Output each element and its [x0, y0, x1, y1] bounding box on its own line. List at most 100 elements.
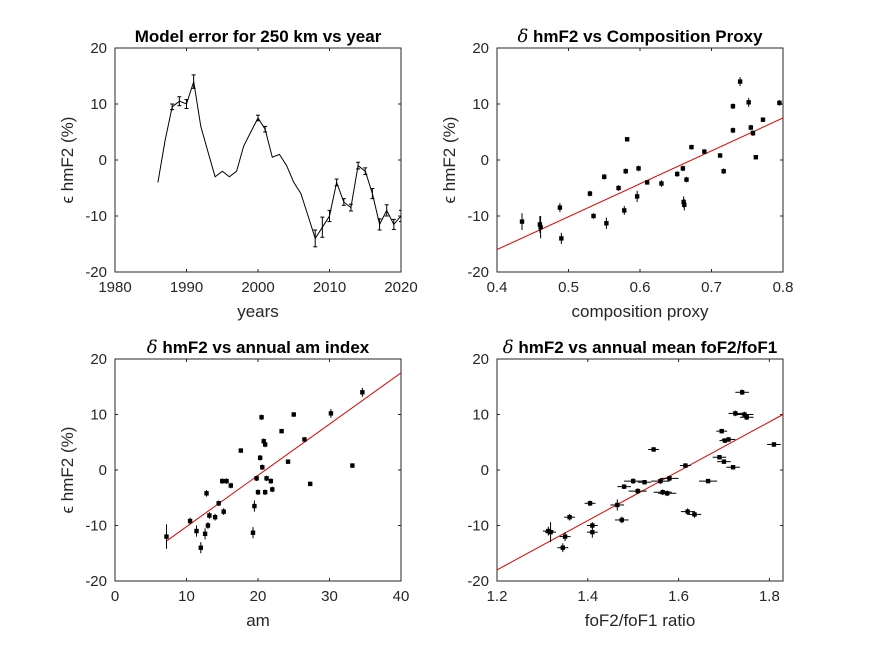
data-point	[548, 529, 553, 535]
data-point	[250, 530, 256, 535]
data-point	[205, 523, 211, 528]
fit-line	[497, 414, 783, 571]
x-tick-label: 30	[321, 588, 338, 605]
x-tick-label: 40	[393, 588, 410, 605]
data-point	[562, 534, 568, 539]
chart-panel-1: 1980 1990 2000 2010 2020 -20 -10 0 10 20 Model err…	[58, 27, 418, 321]
data-point	[590, 529, 595, 535]
data-point	[238, 448, 244, 453]
data-point	[721, 169, 726, 174]
y-tick-label: 10	[90, 96, 107, 113]
y-tick-label: 10	[472, 407, 489, 424]
y-tick-label: -20	[85, 264, 107, 281]
data-point	[307, 481, 313, 487]
data-point	[623, 169, 628, 174]
title-text: hmF2 vs Composition Proxy	[533, 27, 763, 46]
data-point	[260, 465, 265, 470]
data-point	[746, 100, 751, 105]
title-symbol: δ	[147, 337, 158, 358]
series-line	[157, 81, 401, 240]
y-tick-label: 10	[472, 96, 489, 113]
y-tick-label: -20	[85, 573, 107, 590]
x-tick-label: 0.6	[630, 279, 651, 296]
data-point	[621, 484, 627, 489]
x-tick-label: 1.8	[759, 588, 780, 605]
x-axis-label: am	[246, 611, 270, 630]
data-point	[730, 465, 736, 470]
data-point	[726, 437, 731, 442]
data-point	[285, 459, 291, 464]
data-point	[164, 534, 169, 539]
y-tick-label: -10	[467, 208, 489, 225]
fit-line	[497, 117, 783, 251]
title-symbol: δ	[517, 26, 528, 47]
chart-title: δ hmF2 vs annual am index	[147, 337, 370, 358]
data-point	[624, 137, 630, 142]
data-point	[254, 476, 259, 481]
data-point	[642, 480, 647, 485]
y-axis-label: ϵ hmF2 (%)	[58, 117, 77, 204]
data-point	[198, 545, 203, 550]
x-tick-label: 1.4	[577, 588, 598, 605]
data-point	[255, 490, 261, 495]
plot-area	[157, 74, 401, 248]
data-point	[360, 390, 365, 395]
fit-line	[166, 372, 401, 542]
y-tick-label: 20	[90, 40, 107, 57]
data-point	[537, 222, 543, 227]
data-point	[291, 412, 296, 417]
data-point	[560, 545, 566, 550]
data-point	[602, 174, 607, 179]
title-text: hmF2 vs annual am index	[162, 338, 369, 357]
x-tick-label: 1.6	[668, 588, 689, 605]
data-point	[760, 117, 766, 122]
data-point	[221, 509, 226, 514]
chart-title: Model error for 250 km vs year	[135, 27, 382, 46]
data-point	[680, 166, 686, 171]
data-point	[636, 166, 641, 171]
data-point	[268, 478, 274, 484]
x-tick-label: 0.8	[773, 279, 794, 296]
y-tick-label: 0	[481, 152, 489, 169]
y-axis-label: ϵ hmF2 (%)	[440, 117, 459, 204]
x-tick-label: 0.4	[487, 279, 508, 296]
y-tick-label: 10	[90, 407, 107, 424]
data-point	[722, 438, 728, 443]
data-point	[302, 437, 307, 442]
data-point	[587, 501, 593, 506]
data-point	[717, 455, 722, 460]
data-point	[635, 488, 640, 494]
x-tick-label: 2020	[384, 279, 417, 296]
data-point	[739, 390, 745, 395]
data-point	[674, 171, 680, 177]
data-point	[748, 125, 754, 130]
data-point	[587, 191, 593, 196]
data-point	[546, 528, 551, 534]
x-tick-label: 0.7	[701, 279, 722, 296]
data-point	[644, 180, 650, 185]
y-tick-label: -20	[467, 573, 489, 590]
data-point	[216, 501, 221, 506]
data-point	[252, 503, 257, 509]
y-axis-label: ϵ hmF2 (%)	[58, 427, 77, 514]
x-axis-label: years	[237, 302, 279, 321]
data-point	[557, 205, 563, 210]
plot-area	[164, 372, 401, 554]
x-tick-label: 2010	[313, 279, 346, 296]
plot-area	[497, 77, 783, 251]
data-point	[689, 144, 694, 150]
data-point	[567, 514, 572, 520]
x-tick-label: 1990	[170, 279, 203, 296]
y-tick-label: 20	[472, 351, 489, 368]
data-point	[685, 509, 690, 514]
x-tick-label: 0	[111, 588, 119, 605]
data-point	[259, 415, 264, 420]
x-axis-label: foF2/foF1 ratio	[585, 611, 696, 630]
data-point	[279, 428, 284, 434]
chart-panel-3: 0 10 20 30 40 -20 -10 0 10 20 δ hmF2 vs annual am …	[58, 337, 409, 630]
data-point	[350, 463, 355, 468]
data-point	[616, 185, 621, 191]
data-point	[719, 428, 724, 434]
data-point	[328, 411, 334, 416]
